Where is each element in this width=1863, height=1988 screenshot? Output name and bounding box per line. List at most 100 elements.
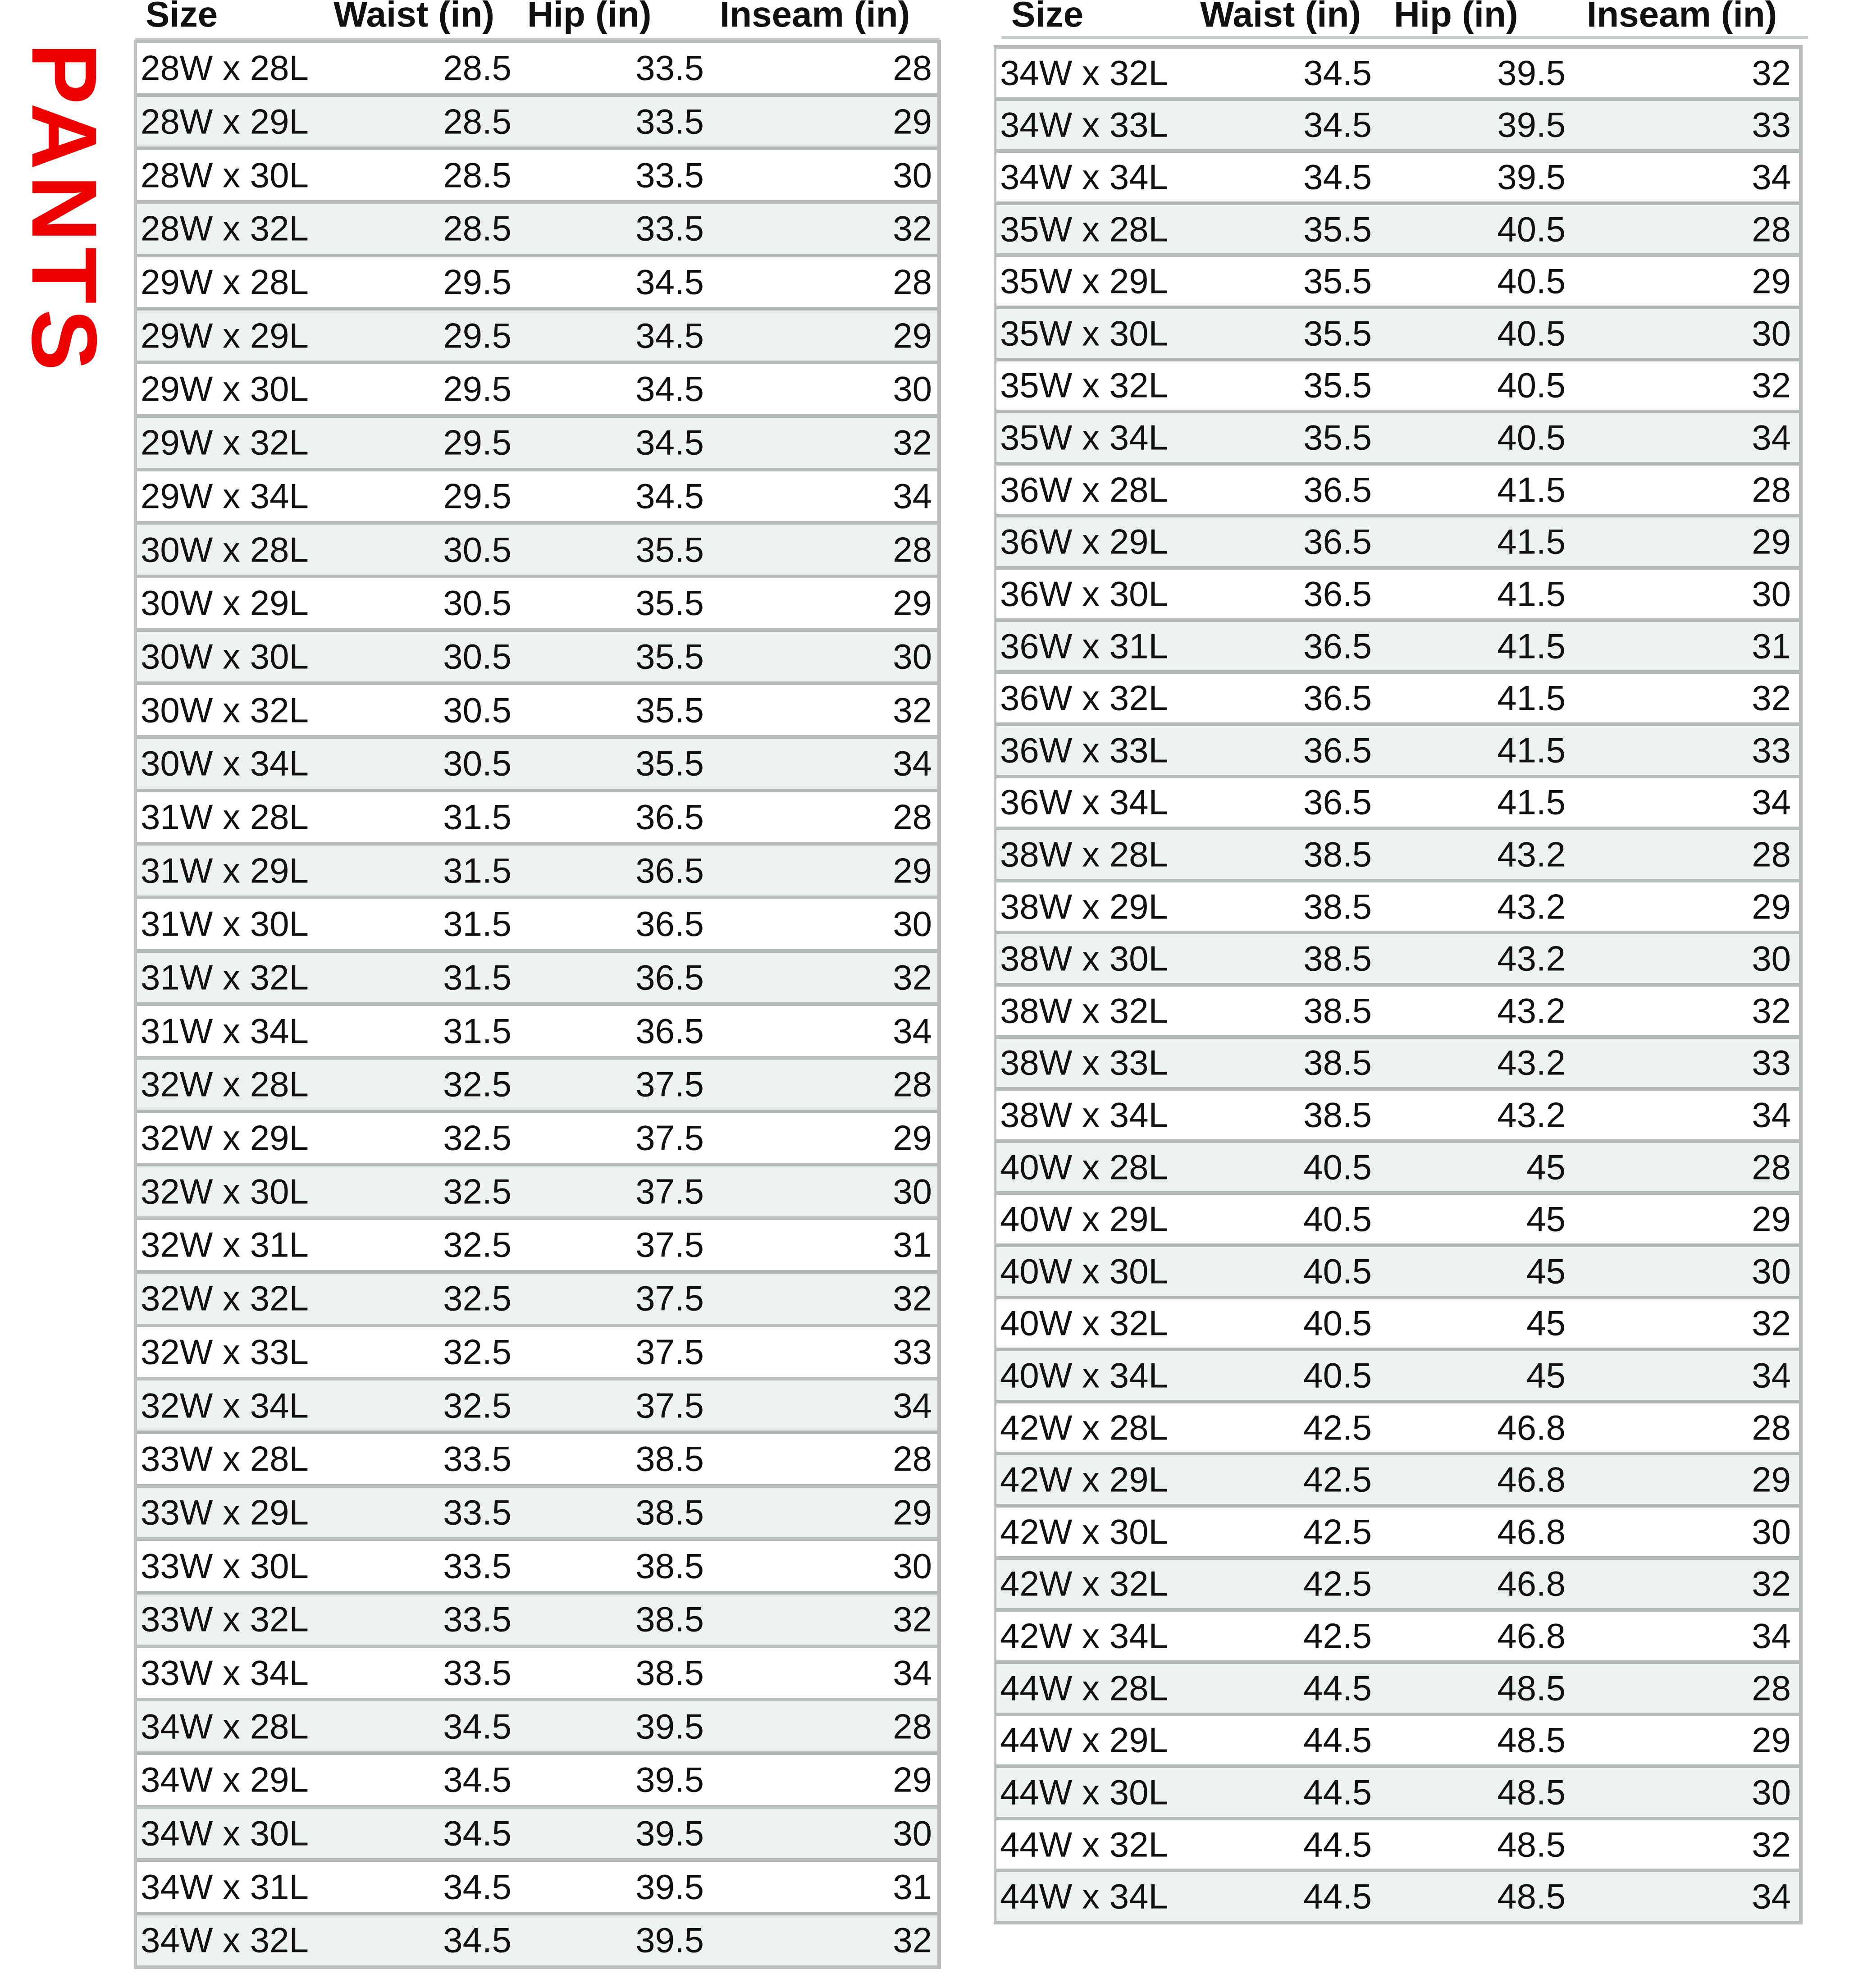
cell-waist: 34.5: [443, 1706, 511, 1746]
cell-inseam: 28: [1752, 1408, 1791, 1448]
cell-size: 36W x 28L: [1000, 470, 1168, 510]
cell-size: 34W x 32L: [1000, 53, 1168, 93]
cell-size: 32W x 28L: [141, 1064, 309, 1104]
cell-size: 32W x 31L: [141, 1225, 309, 1265]
cell-hip: 39.5: [1497, 53, 1566, 93]
cell-hip: 36.5: [635, 957, 704, 997]
table-row: 38W x 32L 38.5 43.2 32: [996, 987, 1799, 1039]
cell-hip: 39.5: [635, 1759, 704, 1800]
cell-waist: 30.5: [443, 690, 511, 730]
cell-hip: 37.5: [635, 1385, 704, 1426]
cell-waist: 44.5: [1303, 1720, 1372, 1760]
cell-waist: 42.5: [1303, 1563, 1372, 1604]
cell-size: 34W x 33L: [1000, 105, 1168, 145]
cell-size: 28W x 29L: [141, 101, 309, 142]
cell-waist: 31.5: [443, 850, 511, 891]
table-row: 42W x 29L 42.5 46.8 29: [996, 1455, 1799, 1508]
cell-waist: 31.5: [443, 957, 511, 997]
cell-inseam: 32: [1752, 1824, 1791, 1865]
table-row: 40W x 30L 40.5 45 30: [996, 1247, 1799, 1299]
cell-inseam: 32: [893, 1278, 932, 1318]
cell-waist: 32.5: [443, 1278, 511, 1318]
cell-waist: 31.5: [443, 904, 511, 944]
cell-size: 40W x 34L: [1000, 1355, 1168, 1395]
cell-inseam: 33: [1752, 105, 1791, 145]
left-table-header: Size Waist (in) Hip (in) Inseam (in): [0, 0, 942, 38]
cell-inseam: 29: [893, 1759, 932, 1800]
table-row: 40W x 34L 40.5 45 34: [996, 1351, 1799, 1403]
cell-hip: 46.8: [1497, 1408, 1566, 1448]
cell-inseam: 29: [893, 1118, 932, 1158]
right-header-divider: [1001, 36, 1808, 39]
cell-size: 42W x 29L: [1000, 1459, 1168, 1499]
cell-hip: 43.2: [1497, 834, 1566, 874]
cell-hip: 45: [1526, 1355, 1566, 1395]
cell-waist: 35.5: [1303, 417, 1372, 457]
cell-waist: 34.5: [1303, 157, 1372, 197]
cell-size: 36W x 34L: [1000, 782, 1168, 822]
table-row: 35W x 32L 35.5 40.5 32: [996, 361, 1799, 414]
cell-hip: 48.5: [1497, 1720, 1566, 1760]
cell-size: 30W x 34L: [141, 743, 309, 783]
table-row: 33W x 32L 33.5 38.5 32: [137, 1594, 937, 1648]
table-row: 34W x 30L 34.5 39.5 30: [137, 1808, 937, 1862]
table-row: 28W x 32L 28.5 33.5 32: [137, 204, 937, 257]
cell-inseam: 28: [1752, 834, 1791, 874]
cell-inseam: 34: [1752, 1616, 1791, 1656]
cell-size: 44W x 32L: [1000, 1824, 1168, 1865]
cell-inseam: 34: [893, 1385, 932, 1426]
cell-hip: 36.5: [635, 904, 704, 944]
cell-waist: 32.5: [443, 1064, 511, 1104]
cell-size: 31W x 32L: [141, 957, 309, 997]
cell-waist: 32.5: [443, 1385, 511, 1426]
table-row: 29W x 29L 29.5 34.5 29: [137, 311, 937, 365]
cell-waist: 31.5: [443, 797, 511, 837]
table-row: 31W x 28L 31.5 36.5 28: [137, 792, 937, 846]
cell-waist: 44.5: [1303, 1876, 1372, 1916]
table-row: 29W x 28L 29.5 34.5 28: [137, 257, 937, 311]
cell-waist: 42.5: [1303, 1408, 1372, 1448]
header-inseam: Inseam (in): [720, 0, 910, 34]
table-row: 36W x 30L 36.5 41.5 30: [996, 570, 1799, 622]
cell-waist: 34.5: [1303, 105, 1372, 145]
cell-waist: 40.5: [1303, 1199, 1372, 1239]
cell-size: 34W x 30L: [141, 1813, 309, 1853]
table-row: 35W x 34L 35.5 40.5 34: [996, 413, 1799, 466]
cell-inseam: 32: [1752, 678, 1791, 718]
table-row: 44W x 28L 44.5 48.5 28: [996, 1664, 1799, 1716]
table-row: 36W x 28L 36.5 41.5 28: [996, 466, 1799, 518]
table-row: 33W x 29L 33.5 38.5 29: [137, 1487, 937, 1541]
cell-inseam: 29: [1752, 1199, 1791, 1239]
cell-inseam: 34: [893, 1011, 932, 1051]
cell-waist: 44.5: [1303, 1668, 1372, 1708]
table-row: 38W x 33L 38.5 43.2 33: [996, 1038, 1799, 1091]
cell-inseam: 34: [1752, 1355, 1791, 1395]
cell-waist: 29.5: [443, 476, 511, 516]
table-row: 29W x 32L 29.5 34.5 32: [137, 417, 937, 471]
cell-waist: 36.5: [1303, 626, 1372, 666]
cell-inseam: 30: [893, 369, 932, 409]
cell-inseam: 33: [1752, 1042, 1791, 1083]
table-row: 28W x 29L 28.5 33.5 29: [137, 96, 937, 151]
table-row: 31W x 29L 31.5 36.5 29: [137, 845, 937, 899]
cell-hip: 33.5: [635, 48, 704, 88]
cell-hip: 35.5: [635, 636, 704, 676]
cell-waist: 30.5: [443, 743, 511, 783]
cell-hip: 36.5: [635, 850, 704, 891]
table-row: 38W x 34L 38.5 43.2 34: [996, 1091, 1799, 1143]
cell-inseam: 29: [1752, 1459, 1791, 1499]
table-row: 35W x 29L 35.5 40.5 29: [996, 257, 1799, 310]
cell-waist: 38.5: [1303, 1042, 1372, 1083]
cell-size: 32W x 34L: [141, 1385, 309, 1426]
cell-size: 31W x 34L: [141, 1011, 309, 1051]
cell-hip: 43.2: [1497, 1042, 1566, 1083]
cell-size: 40W x 28L: [1000, 1147, 1168, 1187]
table-row: 42W x 30L 42.5 46.8 30: [996, 1508, 1799, 1560]
cell-inseam: 30: [1752, 1772, 1791, 1812]
cell-size: 36W x 31L: [1000, 626, 1168, 666]
table-row: 36W x 32L 36.5 41.5 32: [996, 674, 1799, 726]
cell-hip: 46.8: [1497, 1616, 1566, 1656]
cell-inseam: 30: [893, 904, 932, 944]
table-row: 44W x 34L 44.5 48.5 34: [996, 1872, 1799, 1924]
cell-inseam: 28: [893, 48, 932, 88]
